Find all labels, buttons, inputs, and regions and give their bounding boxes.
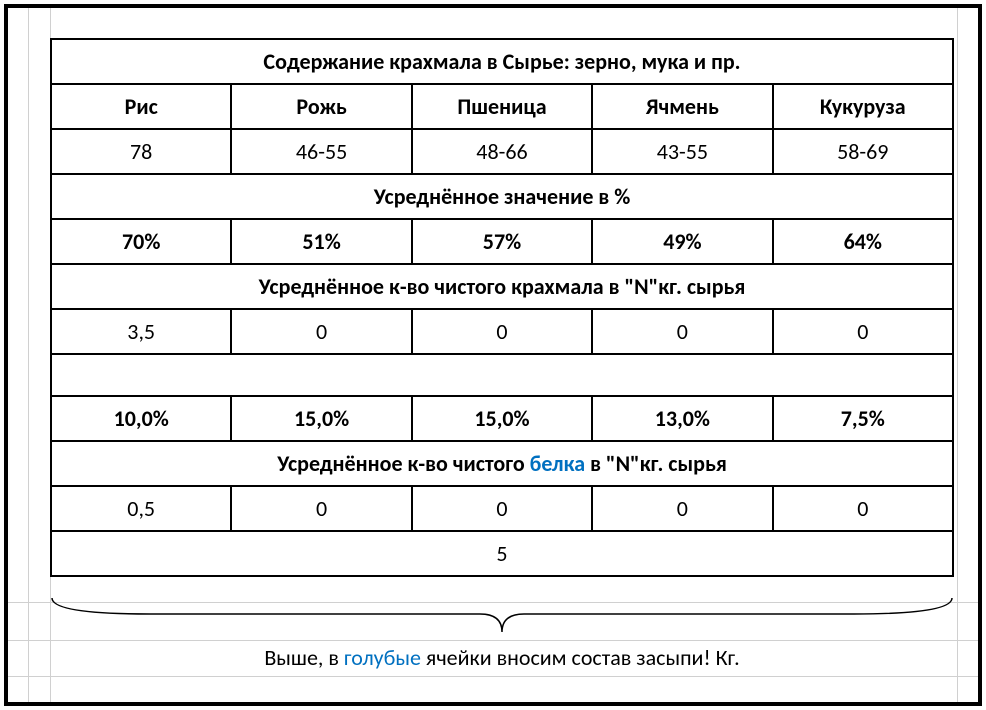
- gridline: [8, 676, 978, 677]
- protein-row: 0,5 0 0 0 0: [51, 486, 953, 531]
- note-pre: Выше, в: [264, 644, 344, 671]
- gap-cell: [51, 354, 953, 396]
- main-table-wrap: Содержание крахмала в Сырье: зерно, мука…: [50, 38, 954, 577]
- gap-row: [51, 354, 953, 396]
- starch-row: 3,5 0 0 0 0: [51, 309, 953, 354]
- section3-post: в "N"кг. сырья: [585, 450, 727, 477]
- col-header: Пшеница: [412, 84, 592, 129]
- cell: 64%: [773, 219, 953, 264]
- gridline: [8, 640, 978, 641]
- section2-label: Усреднённое к-во чистого крахмала в "N"к…: [51, 264, 953, 309]
- starch-table: Содержание крахмала в Сырье: зерно, мука…: [50, 38, 954, 577]
- cell: 46-55: [231, 129, 411, 174]
- cell: 43-55: [592, 129, 772, 174]
- cell: 15,0%: [412, 396, 592, 441]
- note-blue: голубые: [344, 644, 421, 671]
- image-frame: HomeDistiller.ru Содержание крахмала в С…: [4, 4, 982, 706]
- section2-label-row: Усреднённое к-во чистого крахмала в "N"к…: [51, 264, 953, 309]
- section3-label-row: Усреднённое к-во чистого белка в "N"кг. …: [51, 441, 953, 486]
- cell: 70%: [51, 219, 231, 264]
- table-title-row: Содержание крахмала в Сырье: зерно, мука…: [51, 39, 953, 84]
- cell: 0: [412, 486, 592, 531]
- cell: 78: [51, 129, 231, 174]
- cell: 3,5: [51, 309, 231, 354]
- cell: 58-69: [773, 129, 953, 174]
- gridline: [957, 8, 958, 702]
- gridline: [28, 8, 29, 702]
- cell: 0: [231, 486, 411, 531]
- spreadsheet-background: HomeDistiller.ru Содержание крахмала в С…: [8, 8, 978, 702]
- table-title: Содержание крахмала в Сырье: зерно, мука…: [51, 39, 953, 84]
- cell: 57%: [412, 219, 592, 264]
- brace-icon: [50, 596, 954, 638]
- cell: 0: [231, 309, 411, 354]
- section1-label: Усреднённое значение в %: [51, 174, 953, 219]
- section1-label-row: Усреднённое значение в %: [51, 174, 953, 219]
- cell: 0: [592, 486, 772, 531]
- cell: 7,5%: [773, 396, 953, 441]
- blue-input-cell[interactable]: 5: [51, 531, 953, 576]
- col-header: Кукуруза: [773, 84, 953, 129]
- cell: 48-66: [412, 129, 592, 174]
- col-header: Рис: [51, 84, 231, 129]
- note-post: ячейки вносим состав засыпи! Кг.: [421, 644, 740, 671]
- blue-input-row: 5: [51, 531, 953, 576]
- column-headers-row: Рис Рожь Пшеница Ячмень Кукуруза: [51, 84, 953, 129]
- range-row: 78 46-55 48-66 43-55 58-69: [51, 129, 953, 174]
- pct2-row: 10,0% 15,0% 15,0% 13,0% 7,5%: [51, 396, 953, 441]
- cell: 0,5: [51, 486, 231, 531]
- cell: 10,0%: [51, 396, 231, 441]
- cell: 51%: [231, 219, 411, 264]
- bottom-note: Выше, в голубые ячейки вносим состав зас…: [50, 644, 954, 671]
- cell: 0: [592, 309, 772, 354]
- avg-pct-row: 70% 51% 57% 49% 64%: [51, 219, 953, 264]
- cell: 13,0%: [592, 396, 772, 441]
- section3-pre: Усреднённое к-во чистого: [277, 450, 529, 477]
- section3-label: Усреднённое к-во чистого белка в "N"кг. …: [51, 441, 953, 486]
- section3-blue: белка: [530, 450, 585, 477]
- cell: 49%: [592, 219, 772, 264]
- cell: 0: [773, 486, 953, 531]
- cell: 0: [773, 309, 953, 354]
- cell: 15,0%: [231, 396, 411, 441]
- cell: 0: [412, 309, 592, 354]
- col-header: Рожь: [231, 84, 411, 129]
- col-header: Ячмень: [592, 84, 772, 129]
